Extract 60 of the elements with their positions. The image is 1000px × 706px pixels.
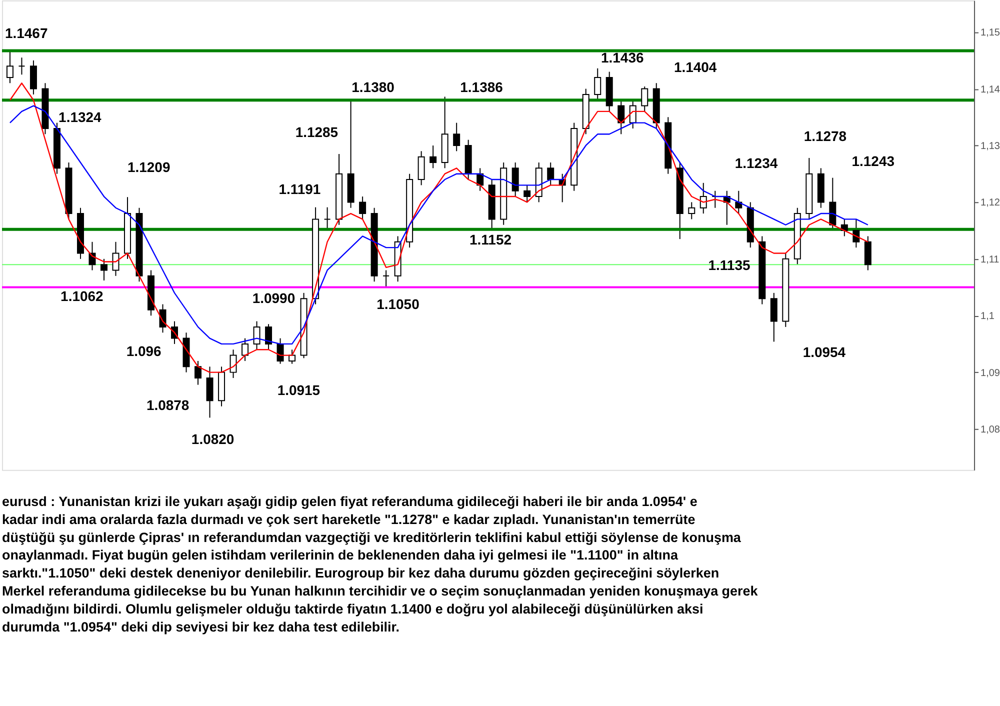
y-tick-label: 1,08 bbox=[980, 424, 1000, 436]
annotation: 1.1404 bbox=[674, 59, 717, 76]
candlestick bbox=[100, 258, 108, 281]
annotation: 1.0990 bbox=[252, 290, 296, 306]
annotation: 1.096 bbox=[126, 342, 162, 359]
candlestick bbox=[230, 349, 237, 378]
candlestick bbox=[512, 162, 519, 198]
y-tick-label: 1,09 bbox=[980, 368, 1000, 379]
candlestick bbox=[112, 241, 120, 276]
annotation: 1.1062 bbox=[60, 288, 104, 304]
y-tick-label: 1,11 bbox=[980, 254, 1000, 266]
ref-line-label: 1.1380 bbox=[352, 79, 395, 96]
candlestick bbox=[288, 349, 296, 364]
y-tick-label: 1,14 bbox=[980, 84, 1000, 96]
y-tick-label: 1,12 bbox=[980, 198, 1000, 209]
text: eurusd : Yunanistan krizi ile yukarı aşağı gidip gelen fiyat referanduma gidileceği haberi ile bir anda 1.0954' e kadar indi ama oralarda fazla durmadı ve çok sert hareketle "1.1278" e kadar zıpladı. Yunanistan'ın temerrüte düştüğü şu günlerde Çipras' ın referandumdan vazgeçtiği ve kreditörlerin teklifini kabul ettiği söylense de konuşma onaylanmadı. Fiyat bugün gelen istihdam verilerinin de beklenenden daha iyi gelmesi ile "1.1100" in altına sarktı."1.1050" deki destek deneniyor denilebilir. Eurogroup bir kez daha durumu gözden geçireceğini söylerken Merkel referanduma gidilecekse bu bu Yunan halkının tercihidir ve o seçim sonuçlanmadan yeniden konuşmaya gerek olmadığını bildirdi. Olumlu gelişmeler olduğu taktirde fiyatın 1.1400 e doğru yol alabileceği düşünülürken aksi durumda "1.0954" deki dip seviyesi bir kez daha test edilebilir. bbox=[2, 494, 758, 635]
candlestick bbox=[265, 324, 272, 350]
candlestick bbox=[770, 292, 778, 342]
annotation: 1.1285 bbox=[295, 124, 338, 140]
candlestick bbox=[453, 122, 460, 152]
y-tick-label: 1,13 bbox=[980, 140, 1000, 152]
candlestick bbox=[641, 86, 648, 112]
candlestick bbox=[382, 270, 390, 288]
candlestick bbox=[524, 184, 531, 203]
annotation: 1.0820 bbox=[191, 430, 234, 447]
candlestick bbox=[194, 360, 202, 386]
ref-line-label: 1.1152 bbox=[470, 231, 512, 248]
annotation: 1.1386 bbox=[460, 79, 504, 96]
candlestick bbox=[206, 366, 214, 418]
candlestick bbox=[6, 50, 14, 84]
candlestick bbox=[594, 68, 602, 101]
ref-line-label: 1.1050 bbox=[376, 296, 420, 312]
y-tick-label: 1,15 bbox=[980, 28, 1000, 39]
candlestick bbox=[18, 57, 26, 76]
candlestick bbox=[688, 202, 696, 220]
annotation: 1.1234 bbox=[734, 155, 778, 172]
annotation: 1.0915 bbox=[277, 382, 320, 398]
candlestick bbox=[88, 241, 96, 271]
candlestick bbox=[864, 236, 872, 271]
candlestick bbox=[618, 100, 625, 135]
annotation: 1.1324 bbox=[58, 109, 102, 126]
candlestick bbox=[547, 162, 554, 186]
annotation: 1.1243 bbox=[852, 153, 895, 170]
y-tick-label: 1,1 bbox=[980, 311, 995, 322]
ref-line-label: 1.1467 bbox=[4, 24, 48, 41]
annotation: 1.1278 bbox=[804, 128, 847, 144]
annotation: 1.1209 bbox=[127, 159, 170, 176]
candlestick bbox=[359, 196, 366, 220]
candlestick bbox=[852, 218, 860, 248]
annotation: 1.1191 bbox=[278, 181, 321, 198]
candlestick bbox=[30, 60, 37, 95]
candlestick bbox=[700, 182, 707, 214]
candlestick bbox=[418, 150, 425, 186]
annotation: 1.0954 bbox=[802, 344, 846, 360]
candlestick bbox=[253, 320, 260, 350]
annotation: 1.0878 bbox=[146, 396, 190, 413]
candlestick bbox=[430, 144, 437, 169]
candlestick bbox=[735, 190, 742, 214]
candlestick bbox=[242, 338, 249, 362]
annotation: 1.1436 bbox=[601, 49, 644, 66]
